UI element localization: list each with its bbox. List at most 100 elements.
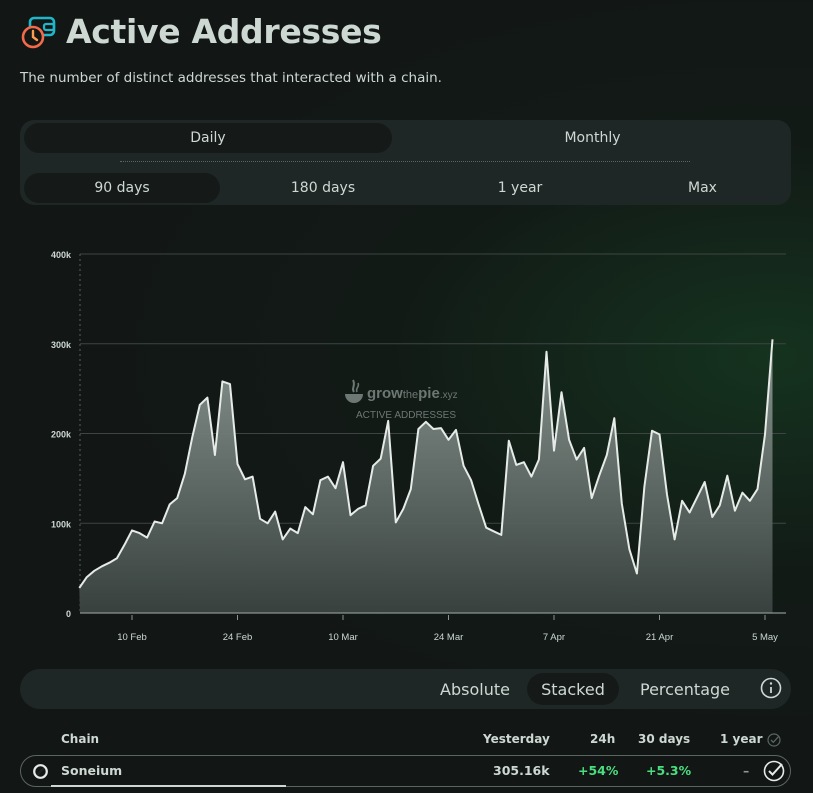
data-point[interactable]: [732, 508, 738, 514]
data-point[interactable]: [536, 457, 542, 463]
data-point[interactable]: [687, 510, 693, 516]
data-point[interactable]: [302, 504, 308, 510]
mode-stacked[interactable]: Stacked: [527, 673, 619, 705]
data-point[interactable]: [702, 479, 708, 485]
data-point[interactable]: [242, 476, 248, 482]
data-point[interactable]: [581, 445, 587, 451]
data-point[interactable]: [152, 519, 158, 525]
data-point[interactable]: [430, 426, 436, 432]
data-point[interactable]: [408, 486, 414, 492]
data-point[interactable]: [159, 520, 165, 526]
row-selected-check-icon[interactable]: [763, 760, 785, 782]
data-point[interactable]: [370, 463, 376, 469]
tab-1-year[interactable]: 1 year: [497, 180, 543, 196]
table-row[interactable]: Soneium 305.16k +54% +5.3% –: [20, 755, 791, 787]
data-point[interactable]: [498, 532, 504, 538]
data-point[interactable]: [724, 473, 730, 479]
data-point[interactable]: [317, 477, 323, 483]
data-point[interactable]: [611, 415, 617, 421]
data-point[interactable]: [446, 437, 452, 443]
data-point[interactable]: [295, 530, 301, 536]
data-point[interactable]: [672, 536, 678, 542]
data-point[interactable]: [528, 474, 534, 480]
data-point[interactable]: [137, 530, 143, 536]
tab-daily[interactable]: Daily: [24, 123, 392, 153]
data-point[interactable]: [182, 471, 188, 477]
data-point[interactable]: [174, 495, 180, 501]
data-point[interactable]: [325, 474, 331, 480]
info-icon[interactable]: [760, 677, 782, 699]
data-point[interactable]: [287, 526, 293, 532]
data-point[interactable]: [619, 501, 625, 507]
tab-monthly[interactable]: Monthly: [564, 130, 621, 146]
data-point[interactable]: [483, 525, 489, 531]
data-point[interactable]: [204, 395, 210, 401]
data-point[interactable]: [747, 498, 753, 504]
data-point[interactable]: [657, 431, 663, 437]
data-point[interactable]: [212, 452, 218, 458]
data-point[interactable]: [189, 434, 195, 440]
data-point[interactable]: [280, 536, 286, 542]
data-point[interactable]: [679, 498, 685, 504]
data-point[interactable]: [265, 520, 271, 526]
data-point[interactable]: [544, 349, 550, 355]
data-point[interactable]: [106, 560, 112, 566]
data-point[interactable]: [709, 514, 715, 520]
data-point[interactable]: [129, 527, 135, 533]
mode-percentage[interactable]: Percentage: [639, 679, 730, 699]
tab-max[interactable]: Max: [688, 180, 717, 196]
data-point[interactable]: [626, 546, 632, 552]
data-point[interactable]: [755, 486, 761, 492]
tab-180-days[interactable]: 180 days: [290, 180, 356, 196]
data-point[interactable]: [521, 459, 527, 465]
data-point[interactable]: [468, 477, 474, 483]
col-header-chain[interactable]: Chain: [61, 732, 100, 746]
data-point[interactable]: [310, 511, 316, 517]
data-point[interactable]: [340, 459, 346, 465]
data-point[interactable]: [257, 516, 263, 522]
data-point[interactable]: [461, 463, 467, 469]
col-header-30-days[interactable]: 30 days: [638, 732, 691, 746]
data-point[interactable]: [604, 452, 610, 458]
data-point[interactable]: [355, 506, 361, 512]
data-point[interactable]: [99, 563, 105, 569]
data-point[interactable]: [551, 448, 557, 454]
data-point[interactable]: [506, 438, 512, 444]
data-point[interactable]: [649, 428, 655, 434]
data-point[interactable]: [400, 506, 406, 512]
data-point[interactable]: [76, 585, 82, 591]
data-point[interactable]: [167, 501, 173, 507]
data-point[interactable]: [122, 542, 128, 548]
data-point[interactable]: [513, 462, 519, 468]
data-point[interactable]: [762, 431, 768, 437]
col-header-yesterday[interactable]: Yesterday: [483, 732, 550, 746]
data-point[interactable]: [739, 490, 745, 496]
data-point[interactable]: [91, 568, 97, 574]
mode-absolute[interactable]: Absolute: [440, 679, 510, 699]
data-point[interactable]: [272, 509, 278, 515]
data-point[interactable]: [476, 501, 482, 507]
data-point[interactable]: [589, 495, 595, 501]
data-point[interactable]: [717, 502, 723, 508]
data-point[interactable]: [144, 535, 150, 541]
data-point[interactable]: [219, 378, 225, 384]
data-point[interactable]: [559, 389, 565, 395]
data-point[interactable]: [770, 336, 776, 342]
data-point[interactable]: [596, 473, 602, 479]
data-point[interactable]: [566, 437, 572, 443]
data-point[interactable]: [114, 555, 120, 561]
data-point[interactable]: [438, 425, 444, 431]
data-point[interactable]: [574, 457, 580, 463]
data-point[interactable]: [453, 427, 459, 433]
select-all-check-icon[interactable]: [767, 733, 781, 747]
data-point[interactable]: [227, 381, 233, 387]
col-header-1-year[interactable]: 1 year: [720, 732, 763, 746]
data-point[interactable]: [694, 494, 700, 500]
data-point[interactable]: [641, 484, 647, 490]
data-point[interactable]: [363, 502, 369, 508]
data-point[interactable]: [378, 456, 384, 462]
data-point[interactable]: [197, 402, 203, 408]
data-point[interactable]: [664, 492, 670, 498]
data-point[interactable]: [491, 528, 497, 534]
data-point[interactable]: [634, 571, 640, 577]
